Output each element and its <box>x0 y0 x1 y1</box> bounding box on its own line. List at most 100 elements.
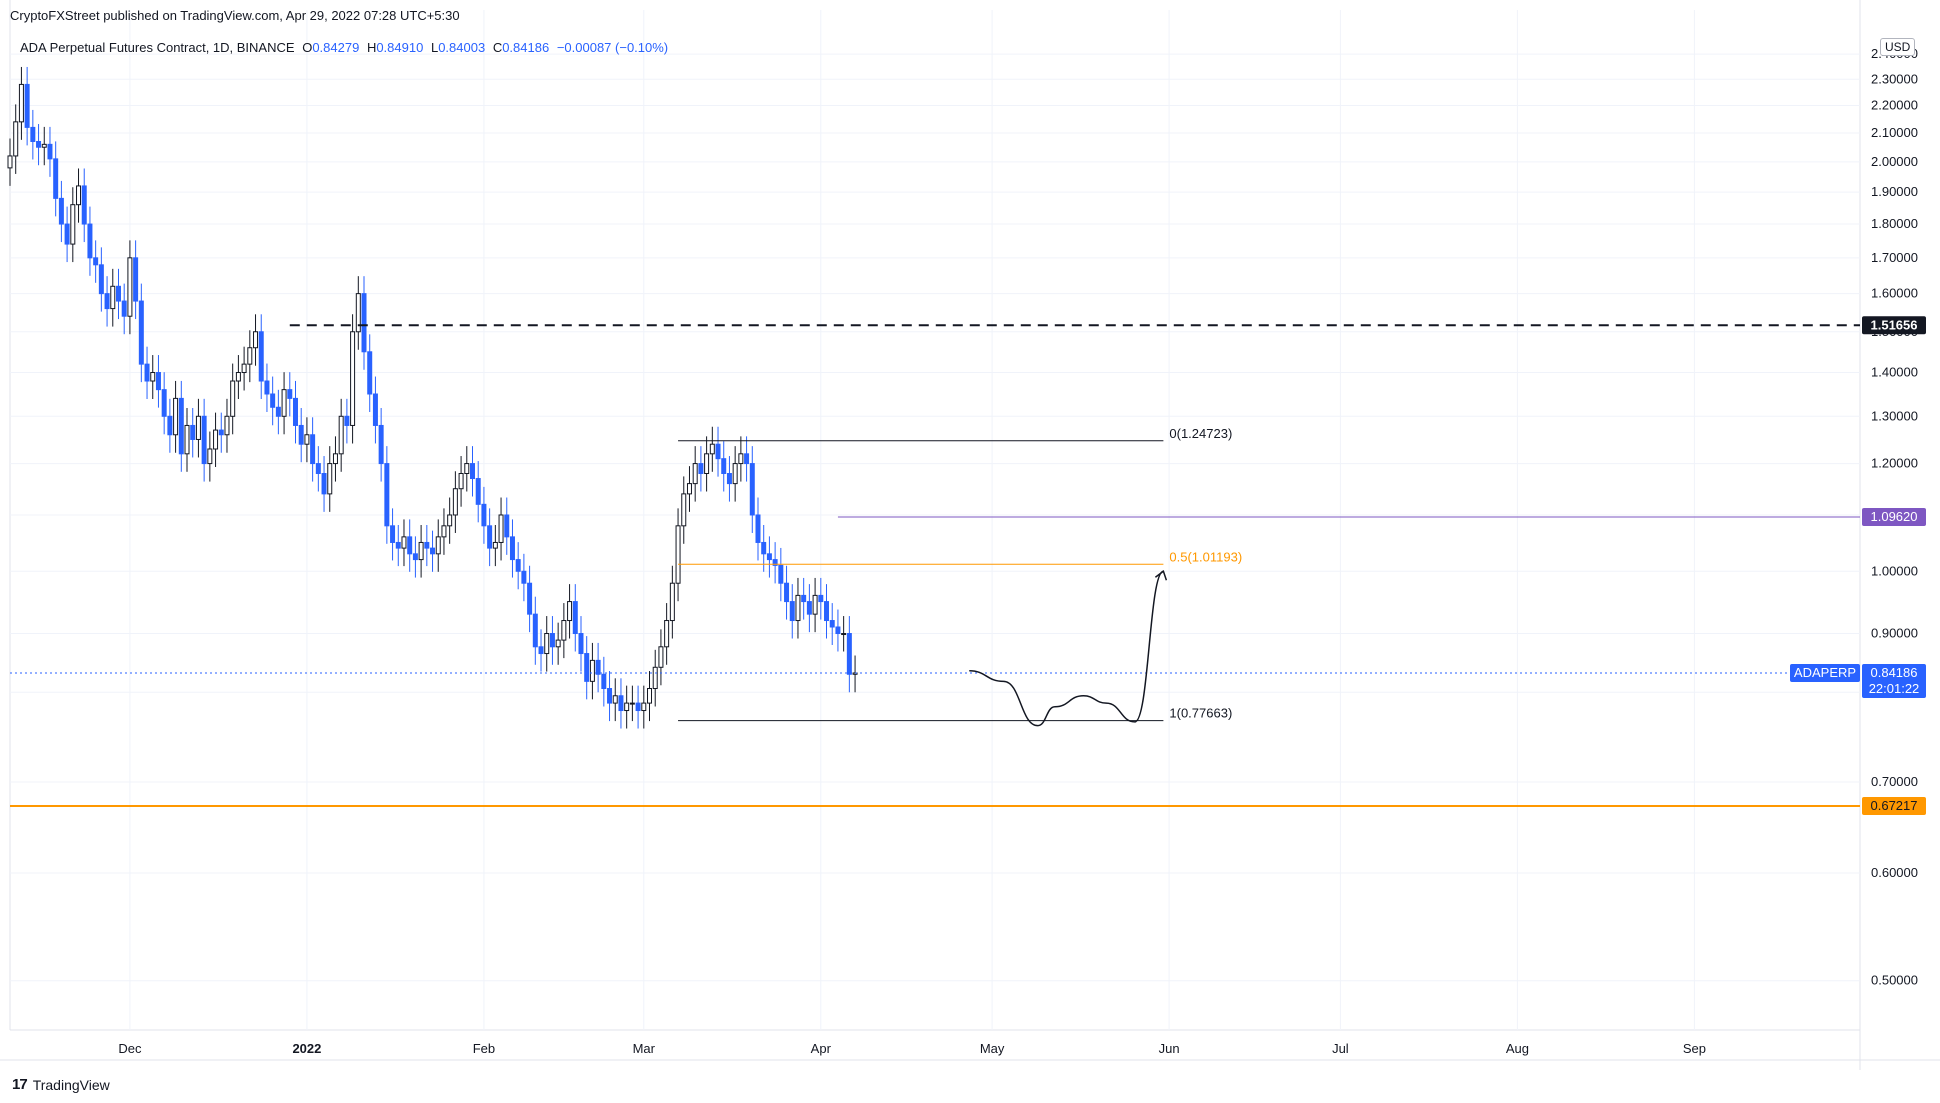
candle <box>24 66 30 146</box>
candle-body <box>475 478 481 505</box>
candle <box>264 363 270 412</box>
candle <box>7 138 13 186</box>
candle-body <box>818 594 824 603</box>
candle-body <box>310 434 316 465</box>
candle-body <box>133 257 139 302</box>
candle <box>30 109 36 160</box>
candle-body <box>127 257 133 317</box>
candle-body <box>481 503 487 527</box>
candle-body <box>732 463 738 485</box>
candle <box>744 436 750 482</box>
candle-body <box>287 389 293 399</box>
candle-body <box>98 264 104 295</box>
candle-body <box>567 601 573 622</box>
candle-body <box>726 473 732 485</box>
candle <box>270 376 276 426</box>
candle-body <box>801 594 807 603</box>
candle <box>304 417 310 463</box>
candle <box>647 671 653 722</box>
candle <box>704 436 710 492</box>
open-label: O <box>302 40 313 55</box>
candle <box>812 577 818 633</box>
candle <box>521 553 527 602</box>
level-price-tag <box>1862 316 1926 335</box>
candle <box>784 565 790 620</box>
candle <box>390 508 396 561</box>
candle-body <box>213 429 219 450</box>
candle <box>504 497 510 555</box>
candle-body <box>41 143 47 148</box>
currency-button[interactable]: USD <box>1880 38 1916 56</box>
candle <box>464 446 470 492</box>
candle-body <box>167 415 173 436</box>
candle <box>715 426 721 477</box>
candle <box>93 240 99 283</box>
projection-arrowhead <box>1154 570 1168 581</box>
candle-body <box>76 185 82 206</box>
candle-body <box>218 429 224 436</box>
candle-body <box>58 197 64 225</box>
candle <box>675 508 681 602</box>
y-tick-label: 0.60000 <box>1871 865 1918 880</box>
candle-body <box>521 570 527 584</box>
candle <box>795 577 801 639</box>
candle <box>281 372 287 435</box>
candle-body <box>841 633 847 636</box>
candle-body <box>161 389 167 417</box>
y-tick-label: 1.30000 <box>1871 408 1918 423</box>
fib-level-label: 0.5(1.01193) <box>1169 549 1242 564</box>
candle <box>207 431 213 482</box>
footer-brand[interactable]: 17 TradingView <box>12 1076 110 1093</box>
candle-body <box>264 380 270 395</box>
candle-body <box>532 613 538 648</box>
y-tick-label: 1.80000 <box>1871 216 1918 231</box>
candle-body <box>361 293 367 353</box>
candle <box>721 441 727 492</box>
candle <box>190 407 196 458</box>
x-tick-label: Jun <box>1159 1041 1180 1056</box>
candle-body <box>544 633 550 655</box>
candle-body <box>390 525 396 543</box>
candle <box>121 283 127 335</box>
candle <box>195 398 201 458</box>
candle-body <box>378 424 384 465</box>
candle <box>458 456 464 507</box>
candle <box>384 446 390 544</box>
candle-body <box>64 223 70 245</box>
candle <box>824 584 830 639</box>
candle-body <box>332 453 338 465</box>
current-price-label: 0.84186 <box>1871 665 1918 680</box>
candle-body <box>81 185 87 225</box>
candle-body <box>589 659 595 682</box>
candle-body <box>247 347 253 365</box>
candle-body <box>190 424 196 440</box>
candle <box>76 168 82 223</box>
symbol-title: ADA Perpetual Futures Contract, 1D, BINA… <box>20 40 295 55</box>
candle-body <box>367 351 373 395</box>
candle-body <box>846 633 852 675</box>
candle-body <box>509 536 515 561</box>
candle-body <box>527 582 533 615</box>
candle <box>338 398 344 472</box>
candle-body <box>53 158 59 199</box>
candle-body <box>412 553 418 561</box>
candle <box>104 276 110 327</box>
candle-body <box>458 473 464 490</box>
candle-body <box>407 536 413 555</box>
candle-body <box>121 300 127 317</box>
candle <box>584 636 590 700</box>
candle-body <box>452 488 458 516</box>
candle-body <box>692 463 698 485</box>
candle <box>144 346 150 400</box>
candle <box>515 542 521 590</box>
candle-body <box>195 415 201 440</box>
candle <box>698 446 704 492</box>
candle <box>127 240 133 335</box>
candle <box>292 380 298 444</box>
candle <box>829 603 835 645</box>
candle <box>635 685 641 729</box>
candle-body <box>755 514 761 543</box>
candle-body <box>595 659 601 675</box>
candle-body <box>281 389 287 417</box>
